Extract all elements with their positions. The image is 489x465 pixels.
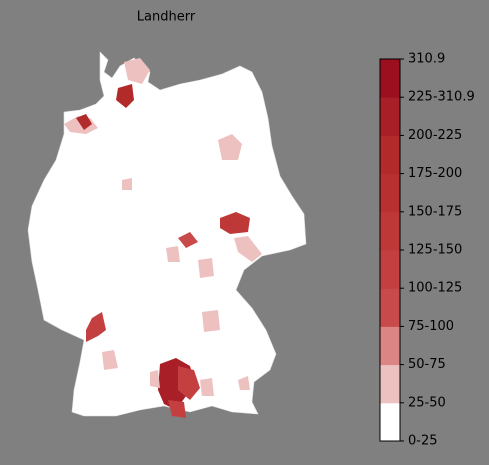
colorbar-tick-label: 125-150 bbox=[408, 243, 462, 258]
colorbar-segment bbox=[380, 135, 400, 175]
region bbox=[234, 236, 262, 262]
region bbox=[238, 376, 250, 390]
region bbox=[218, 134, 242, 160]
region bbox=[122, 178, 132, 190]
region bbox=[124, 58, 150, 84]
colorbar: 0-25 25-50 50-75 75-100 100-125 125-150 150-17… bbox=[379, 52, 475, 449]
colorbar-tick-label: 150-175 bbox=[408, 204, 462, 219]
region bbox=[86, 312, 106, 342]
colorbar-tick-label: 0-25 bbox=[408, 434, 438, 449]
colorbar-segment bbox=[380, 288, 400, 327]
colorbar-segment bbox=[380, 59, 400, 98]
colorbar-tick-label: 310.9 bbox=[408, 52, 445, 67]
colorbar-segment bbox=[380, 326, 400, 366]
colorbar-segment bbox=[380, 211, 400, 251]
colorbar-segment bbox=[380, 250, 400, 289]
map-title: Landherr bbox=[137, 10, 196, 25]
region bbox=[200, 378, 214, 396]
region bbox=[116, 84, 134, 108]
colorbar-segment bbox=[380, 364, 400, 404]
colorbar-segment bbox=[380, 402, 400, 442]
region bbox=[166, 246, 180, 262]
colorbar-tick-label: 25-50 bbox=[408, 395, 446, 410]
region bbox=[150, 370, 160, 388]
colorbar-segment bbox=[380, 173, 400, 213]
colorbar-tick-label: 200-225 bbox=[408, 128, 462, 143]
region bbox=[168, 400, 186, 418]
colorbar-tick-label: 175-200 bbox=[408, 166, 462, 181]
region bbox=[102, 350, 118, 370]
colorbar-tick-label: 225-310.9 bbox=[408, 90, 475, 105]
colorbar-tick-label: 100-125 bbox=[408, 281, 462, 296]
region bbox=[178, 232, 198, 248]
colorbar-tick-label: 75-100 bbox=[408, 319, 454, 334]
colorbar-tick-label: 50-75 bbox=[408, 357, 446, 372]
region bbox=[202, 310, 220, 332]
region bbox=[178, 366, 200, 400]
germany-map bbox=[27, 51, 307, 418]
region bbox=[198, 258, 214, 278]
region bbox=[220, 212, 250, 234]
region bbox=[76, 114, 92, 130]
colorbar-segment bbox=[380, 97, 400, 136]
